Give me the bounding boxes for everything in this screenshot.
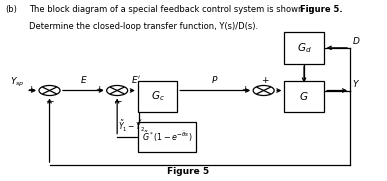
Text: The block diagram of a special feedback control system is shown in: The block diagram of a special feedback …: [29, 5, 316, 14]
Text: $G_c$: $G_c$: [151, 89, 164, 103]
FancyBboxPatch shape: [284, 81, 324, 112]
Text: $G_d$: $G_d$: [297, 41, 312, 55]
Text: −: −: [114, 97, 123, 107]
Text: +: +: [241, 85, 248, 94]
FancyBboxPatch shape: [284, 32, 324, 64]
Text: $Y_{sp}$: $Y_{sp}$: [10, 76, 25, 89]
Text: $Y$: $Y$: [352, 78, 360, 89]
Text: $\tilde{G}^*(1-e^{-\tilde{\theta}s})$: $\tilde{G}^*(1-e^{-\tilde{\theta}s})$: [142, 129, 192, 144]
Text: $G$: $G$: [299, 90, 309, 102]
FancyBboxPatch shape: [138, 122, 196, 151]
Text: +: +: [261, 76, 269, 85]
FancyBboxPatch shape: [138, 81, 177, 112]
Text: $\tilde{Y}_1-\tilde{Y}_2$: $\tilde{Y}_1-\tilde{Y}_2$: [118, 119, 146, 134]
Text: −: −: [46, 97, 55, 107]
Text: (b): (b): [5, 5, 17, 14]
Text: Figure 5.: Figure 5.: [300, 5, 342, 14]
Text: $E$: $E$: [79, 74, 87, 85]
Text: $D$: $D$: [352, 35, 360, 46]
Text: Figure 5: Figure 5: [168, 167, 210, 176]
Text: $P$: $P$: [212, 74, 219, 85]
Text: +: +: [27, 85, 34, 94]
Text: +: +: [95, 85, 102, 94]
Text: Determine the closed-loop transfer function, Y(s)/D(s).: Determine the closed-loop transfer funct…: [29, 22, 258, 31]
Text: $E'$: $E'$: [131, 74, 141, 85]
